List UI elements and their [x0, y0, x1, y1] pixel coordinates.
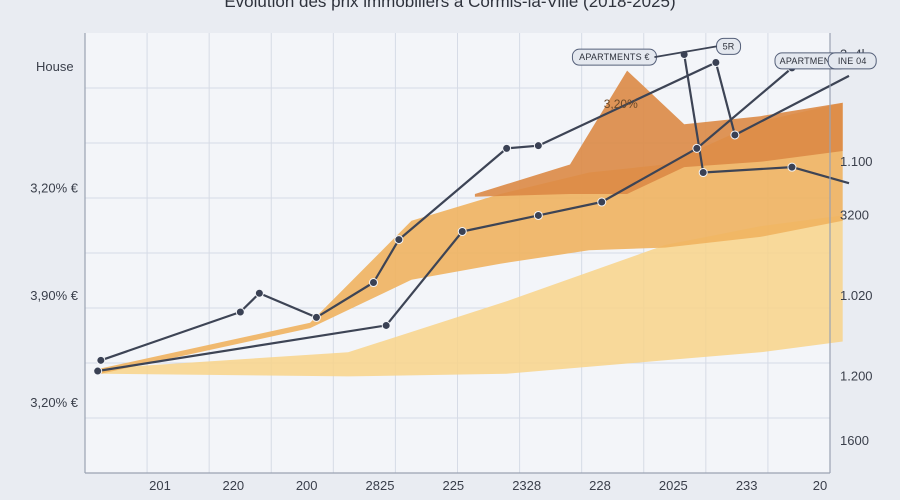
left-tick-label: 3,20% €	[30, 395, 78, 410]
data-point	[394, 235, 404, 245]
left-axis-ticks: 3,20% € 3,90% € 3,20% €	[30, 181, 78, 411]
right-tick-label: 3200	[840, 207, 869, 222]
right-tick-label: 1600	[840, 433, 869, 448]
x-tick-label: 233	[736, 478, 758, 493]
annotation-label: INE 04	[838, 56, 867, 66]
band-lower	[100, 215, 843, 377]
data-point	[235, 307, 245, 317]
left-tick-label: 3,90% €	[30, 288, 78, 303]
data-point	[692, 143, 702, 153]
data-point	[597, 197, 607, 207]
data-point	[457, 227, 467, 237]
data-point	[533, 210, 543, 220]
x-tick-label: 220	[222, 478, 244, 493]
x-tick-label: 225	[442, 478, 464, 493]
annotation-label: APARTMENTS €	[579, 52, 650, 62]
x-tick-label: 200	[296, 478, 318, 493]
inline-annotation: 3,20%	[604, 97, 638, 111]
data-point	[787, 162, 797, 172]
x-tick-label: 228	[589, 478, 611, 493]
x-tick-label: 201	[149, 478, 171, 493]
data-point	[368, 278, 378, 288]
right-tick-label: 1.020	[840, 288, 873, 303]
data-point	[711, 58, 721, 68]
series-line-1	[683, 54, 850, 185]
x-axis-ticks: 201 220 200 2825 225 2328 228 2025 233 20	[149, 478, 827, 493]
annotation-label: APARTMENTS	[780, 56, 843, 66]
data-point	[502, 143, 512, 153]
left-tick-label: 3,20% €	[30, 181, 78, 196]
x-tick-label: 2825	[366, 478, 395, 493]
right-tick-label: 1.100	[840, 154, 873, 169]
data-point	[698, 168, 708, 178]
data-point	[311, 312, 321, 322]
x-tick-label: 2328	[512, 478, 541, 493]
annotation-box	[827, 52, 877, 70]
chart-title: Évolution des prix immobiliers à Cormis-…	[224, 0, 675, 11]
data-point	[381, 320, 391, 330]
data-point	[533, 141, 543, 151]
right-tick-label: 1.200	[840, 368, 873, 383]
annotation-label: 5R	[723, 41, 735, 51]
data-point	[254, 288, 264, 298]
x-tick-label: 20	[813, 478, 827, 493]
data-point	[93, 366, 103, 376]
annotation-connector	[654, 45, 717, 59]
left-axis-label: House	[36, 59, 74, 74]
band-peak	[474, 70, 843, 197]
series-points	[93, 49, 797, 376]
x-tick-label: 2025	[659, 478, 688, 493]
series-line-2	[97, 64, 850, 373]
data-point	[730, 130, 740, 140]
data-point	[96, 355, 106, 365]
